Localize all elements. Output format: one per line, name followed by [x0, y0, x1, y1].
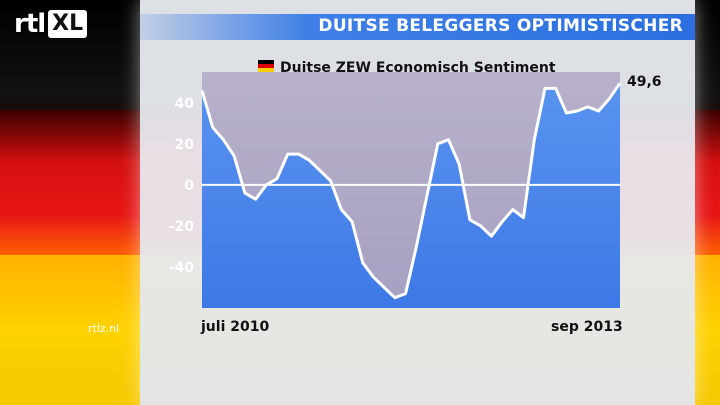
source-label: rtlz.nl: [88, 322, 120, 335]
rtlxl-logo: rtl XL: [14, 8, 88, 40]
y-tick-label: -20: [169, 219, 195, 235]
title-bar: DUITSE BELEGGERS OPTIMISTISCHER: [140, 14, 695, 40]
y-tick-label: 40: [175, 96, 195, 112]
german-flag-icon: [258, 60, 274, 72]
x-start-label: juli 2010: [200, 319, 269, 335]
x-end-label: sep 2013: [551, 319, 623, 335]
logo-rtl-text: rtl: [14, 9, 46, 39]
series-line: [200, 82, 622, 300]
legend: Duitse ZEW Economisch Sentiment: [258, 60, 556, 76]
y-tick-label: 20: [175, 137, 195, 153]
logo-xl-text: XL: [48, 10, 88, 38]
page-title: DUITSE BELEGGERS OPTIMISTISCHER: [318, 16, 683, 36]
last-value-label: 49,6: [627, 74, 662, 90]
y-tick-label: 0: [184, 178, 194, 194]
chart-title: Duitse ZEW Economisch Sentiment: [280, 60, 556, 76]
y-tick-label: -40: [169, 260, 195, 276]
